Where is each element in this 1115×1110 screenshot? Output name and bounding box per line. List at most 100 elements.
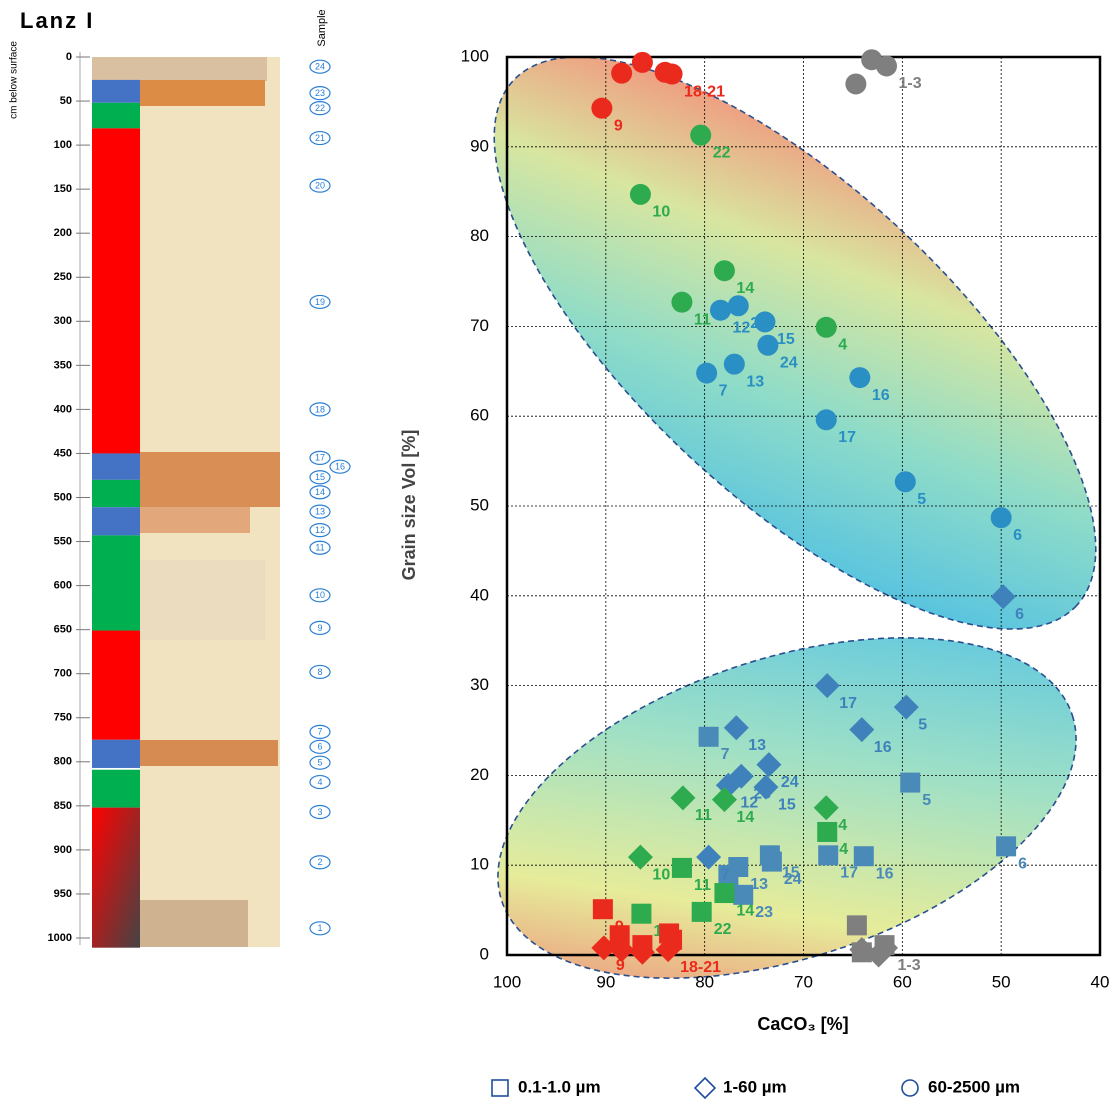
- point-label: 18-21: [680, 959, 721, 976]
- data-point: [672, 858, 692, 878]
- data-point: [845, 73, 866, 94]
- data-point: [714, 260, 735, 281]
- depth-tick-label: 100: [54, 139, 72, 151]
- sample-number: 8: [317, 667, 322, 677]
- y-tick-label: 50: [470, 495, 489, 514]
- point-label: 16: [872, 387, 890, 404]
- point-label: 6: [1013, 527, 1022, 544]
- data-point: [816, 409, 837, 430]
- data-point: [762, 852, 782, 872]
- depth-tick-label: 0: [66, 51, 72, 63]
- point-label: 5: [918, 716, 927, 733]
- point-label: 5: [917, 491, 926, 508]
- data-point: [714, 883, 734, 903]
- data-point: [900, 773, 920, 793]
- depth-tick-label: 550: [54, 535, 72, 547]
- data-point: [662, 64, 683, 85]
- y-tick-label: 40: [470, 585, 489, 604]
- legend-label: 0.1-1.0 µm: [518, 1077, 601, 1096]
- point-label: 13: [748, 737, 766, 754]
- depth-tick-label: 900: [54, 844, 72, 856]
- sample-number: 13: [315, 506, 325, 516]
- legend-label: 1-60 µm: [723, 1077, 787, 1096]
- depth-tick-label: 850: [54, 800, 72, 812]
- depth-tick-label: 150: [54, 183, 72, 195]
- layer: [92, 770, 140, 808]
- data-point: [696, 363, 717, 384]
- sample-number: 17: [315, 453, 325, 463]
- y-tick-label: 60: [470, 406, 489, 425]
- point-label: 14: [736, 902, 754, 919]
- data-point: [996, 836, 1016, 856]
- sample-number: 10: [315, 590, 325, 600]
- column-y-label: cm below surface: [9, 41, 20, 119]
- sample-number: 12: [315, 525, 325, 535]
- depth-tick-label: 950: [54, 888, 72, 900]
- y-tick-label: 100: [461, 46, 489, 65]
- data-point: [591, 98, 612, 119]
- data-point: [690, 125, 711, 146]
- point-label: 7: [721, 866, 730, 883]
- point-label: 11: [695, 807, 712, 824]
- point-label: 17: [840, 865, 858, 882]
- point-label: 6: [1018, 856, 1027, 873]
- layer: [92, 631, 140, 740]
- data-point: [631, 904, 651, 924]
- sample-number: 4: [317, 777, 322, 787]
- data-point: [991, 507, 1012, 528]
- depth-tick-label: 750: [54, 712, 72, 724]
- depth-tick-label: 450: [54, 447, 72, 459]
- point-label: 5: [922, 792, 931, 809]
- data-point: [710, 300, 731, 321]
- y-tick-label: 10: [470, 855, 489, 874]
- depth-tick-label: 650: [54, 624, 72, 636]
- depth-tick-label: 1000: [48, 932, 72, 944]
- point-label: 13: [746, 373, 764, 390]
- sample-number: 15: [315, 472, 325, 482]
- y-axis-label: Grain size Vol [%]: [399, 430, 419, 581]
- data-point: [817, 822, 837, 842]
- sample-number: 7: [317, 727, 322, 737]
- depth-tick-label: 400: [54, 403, 72, 415]
- legend-marker: [492, 1080, 508, 1096]
- x-tick-label: 90: [596, 972, 615, 991]
- point-label: 7: [721, 746, 730, 763]
- x-tick-label: 100: [493, 972, 521, 991]
- point-label: 22: [713, 144, 731, 161]
- sample-number: 23: [315, 88, 325, 98]
- depth-tick-label: 700: [54, 668, 72, 680]
- point-label: 10: [652, 866, 670, 883]
- data-point: [847, 915, 867, 935]
- y-tick-label: 80: [470, 226, 489, 245]
- data-point: [692, 902, 712, 922]
- sample-number: 2: [317, 857, 322, 867]
- point-label: 4: [838, 337, 847, 354]
- depth-tick-label: 350: [54, 359, 72, 371]
- data-point: [593, 899, 613, 919]
- x-tick-label: 60: [893, 972, 912, 991]
- y-tick-label: 0: [480, 944, 489, 963]
- data-point: [699, 727, 719, 747]
- data-point: [671, 292, 692, 313]
- legend-marker: [695, 1078, 715, 1098]
- point-label: 17: [838, 429, 856, 446]
- data-point: [757, 335, 778, 356]
- figure: Lanz I cm below surface Sample Grain siz…: [0, 0, 1115, 1110]
- sample-number: 24: [315, 62, 325, 72]
- y-tick-label: 30: [470, 675, 489, 694]
- layer: [92, 128, 140, 453]
- point-label: 4: [839, 841, 848, 858]
- layer: [92, 740, 140, 768]
- page: Lanz I cm below surface Sample Grain siz…: [0, 0, 1115, 1110]
- point-label: 12: [732, 319, 750, 336]
- data-point: [876, 55, 897, 76]
- data-point: [854, 846, 874, 866]
- point-label: 18-21: [684, 83, 725, 100]
- x-tick-label: 70: [794, 972, 813, 991]
- data-point: [724, 354, 745, 375]
- data-point: [895, 471, 916, 492]
- sample-label: Sample: [316, 9, 328, 46]
- depth-tick-label: 600: [54, 580, 72, 592]
- layer: [92, 507, 140, 535]
- point-label: 23: [755, 904, 773, 921]
